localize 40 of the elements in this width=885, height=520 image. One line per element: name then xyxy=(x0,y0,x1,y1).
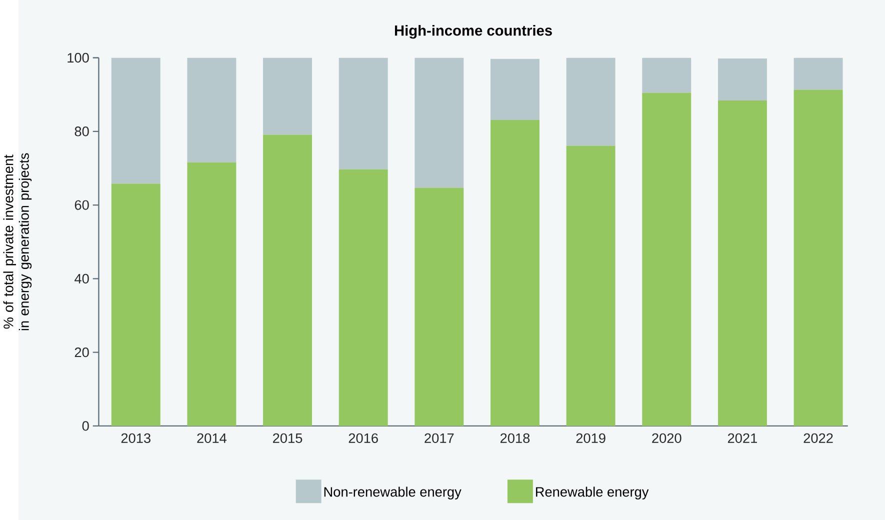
x-tick-label: 2016 xyxy=(348,433,378,444)
bar xyxy=(566,146,616,426)
x-tick-label: 2018 xyxy=(500,433,530,444)
bar xyxy=(642,92,692,426)
bar xyxy=(718,58,767,100)
legend-label: Renewable energy xyxy=(536,486,649,500)
legend-label: Non-renewable energy xyxy=(324,486,462,500)
y-tick-label: 0 xyxy=(82,421,89,431)
x-tick-label: 2022 xyxy=(804,433,833,444)
bar xyxy=(338,58,388,170)
bar xyxy=(490,120,540,426)
bar xyxy=(490,58,540,120)
bar xyxy=(338,169,388,426)
bar xyxy=(414,188,464,426)
bar xyxy=(111,184,160,426)
x-tick-label: 2015 xyxy=(273,433,302,444)
x-tick-label: 2017 xyxy=(424,433,454,444)
bar xyxy=(263,134,312,426)
y-tick-label: 100 xyxy=(68,52,89,63)
y-tick-label: 80 xyxy=(74,126,89,136)
bar xyxy=(566,58,616,146)
x-tick-label: 2020 xyxy=(652,433,682,444)
bar xyxy=(111,58,160,184)
y-axis-title: % of total private investment in energy generation projects xyxy=(3,153,32,330)
bar xyxy=(794,58,843,90)
x-tick-label: 2019 xyxy=(576,433,606,444)
x-tick-label: 2013 xyxy=(121,433,150,444)
x-tick-label: 2014 xyxy=(197,433,226,444)
bar xyxy=(794,90,843,426)
y-tick-label: 20 xyxy=(74,347,89,358)
chart-title: High-income countries xyxy=(394,24,552,39)
bar xyxy=(187,58,236,162)
bar xyxy=(414,58,464,188)
bar xyxy=(263,58,312,135)
y-tick-label: 40 xyxy=(74,274,89,284)
y-tick-label: 60 xyxy=(74,200,89,210)
x-tick-label: 2021 xyxy=(728,433,757,444)
bar xyxy=(718,100,767,426)
bar xyxy=(642,58,692,93)
bar xyxy=(187,162,236,426)
